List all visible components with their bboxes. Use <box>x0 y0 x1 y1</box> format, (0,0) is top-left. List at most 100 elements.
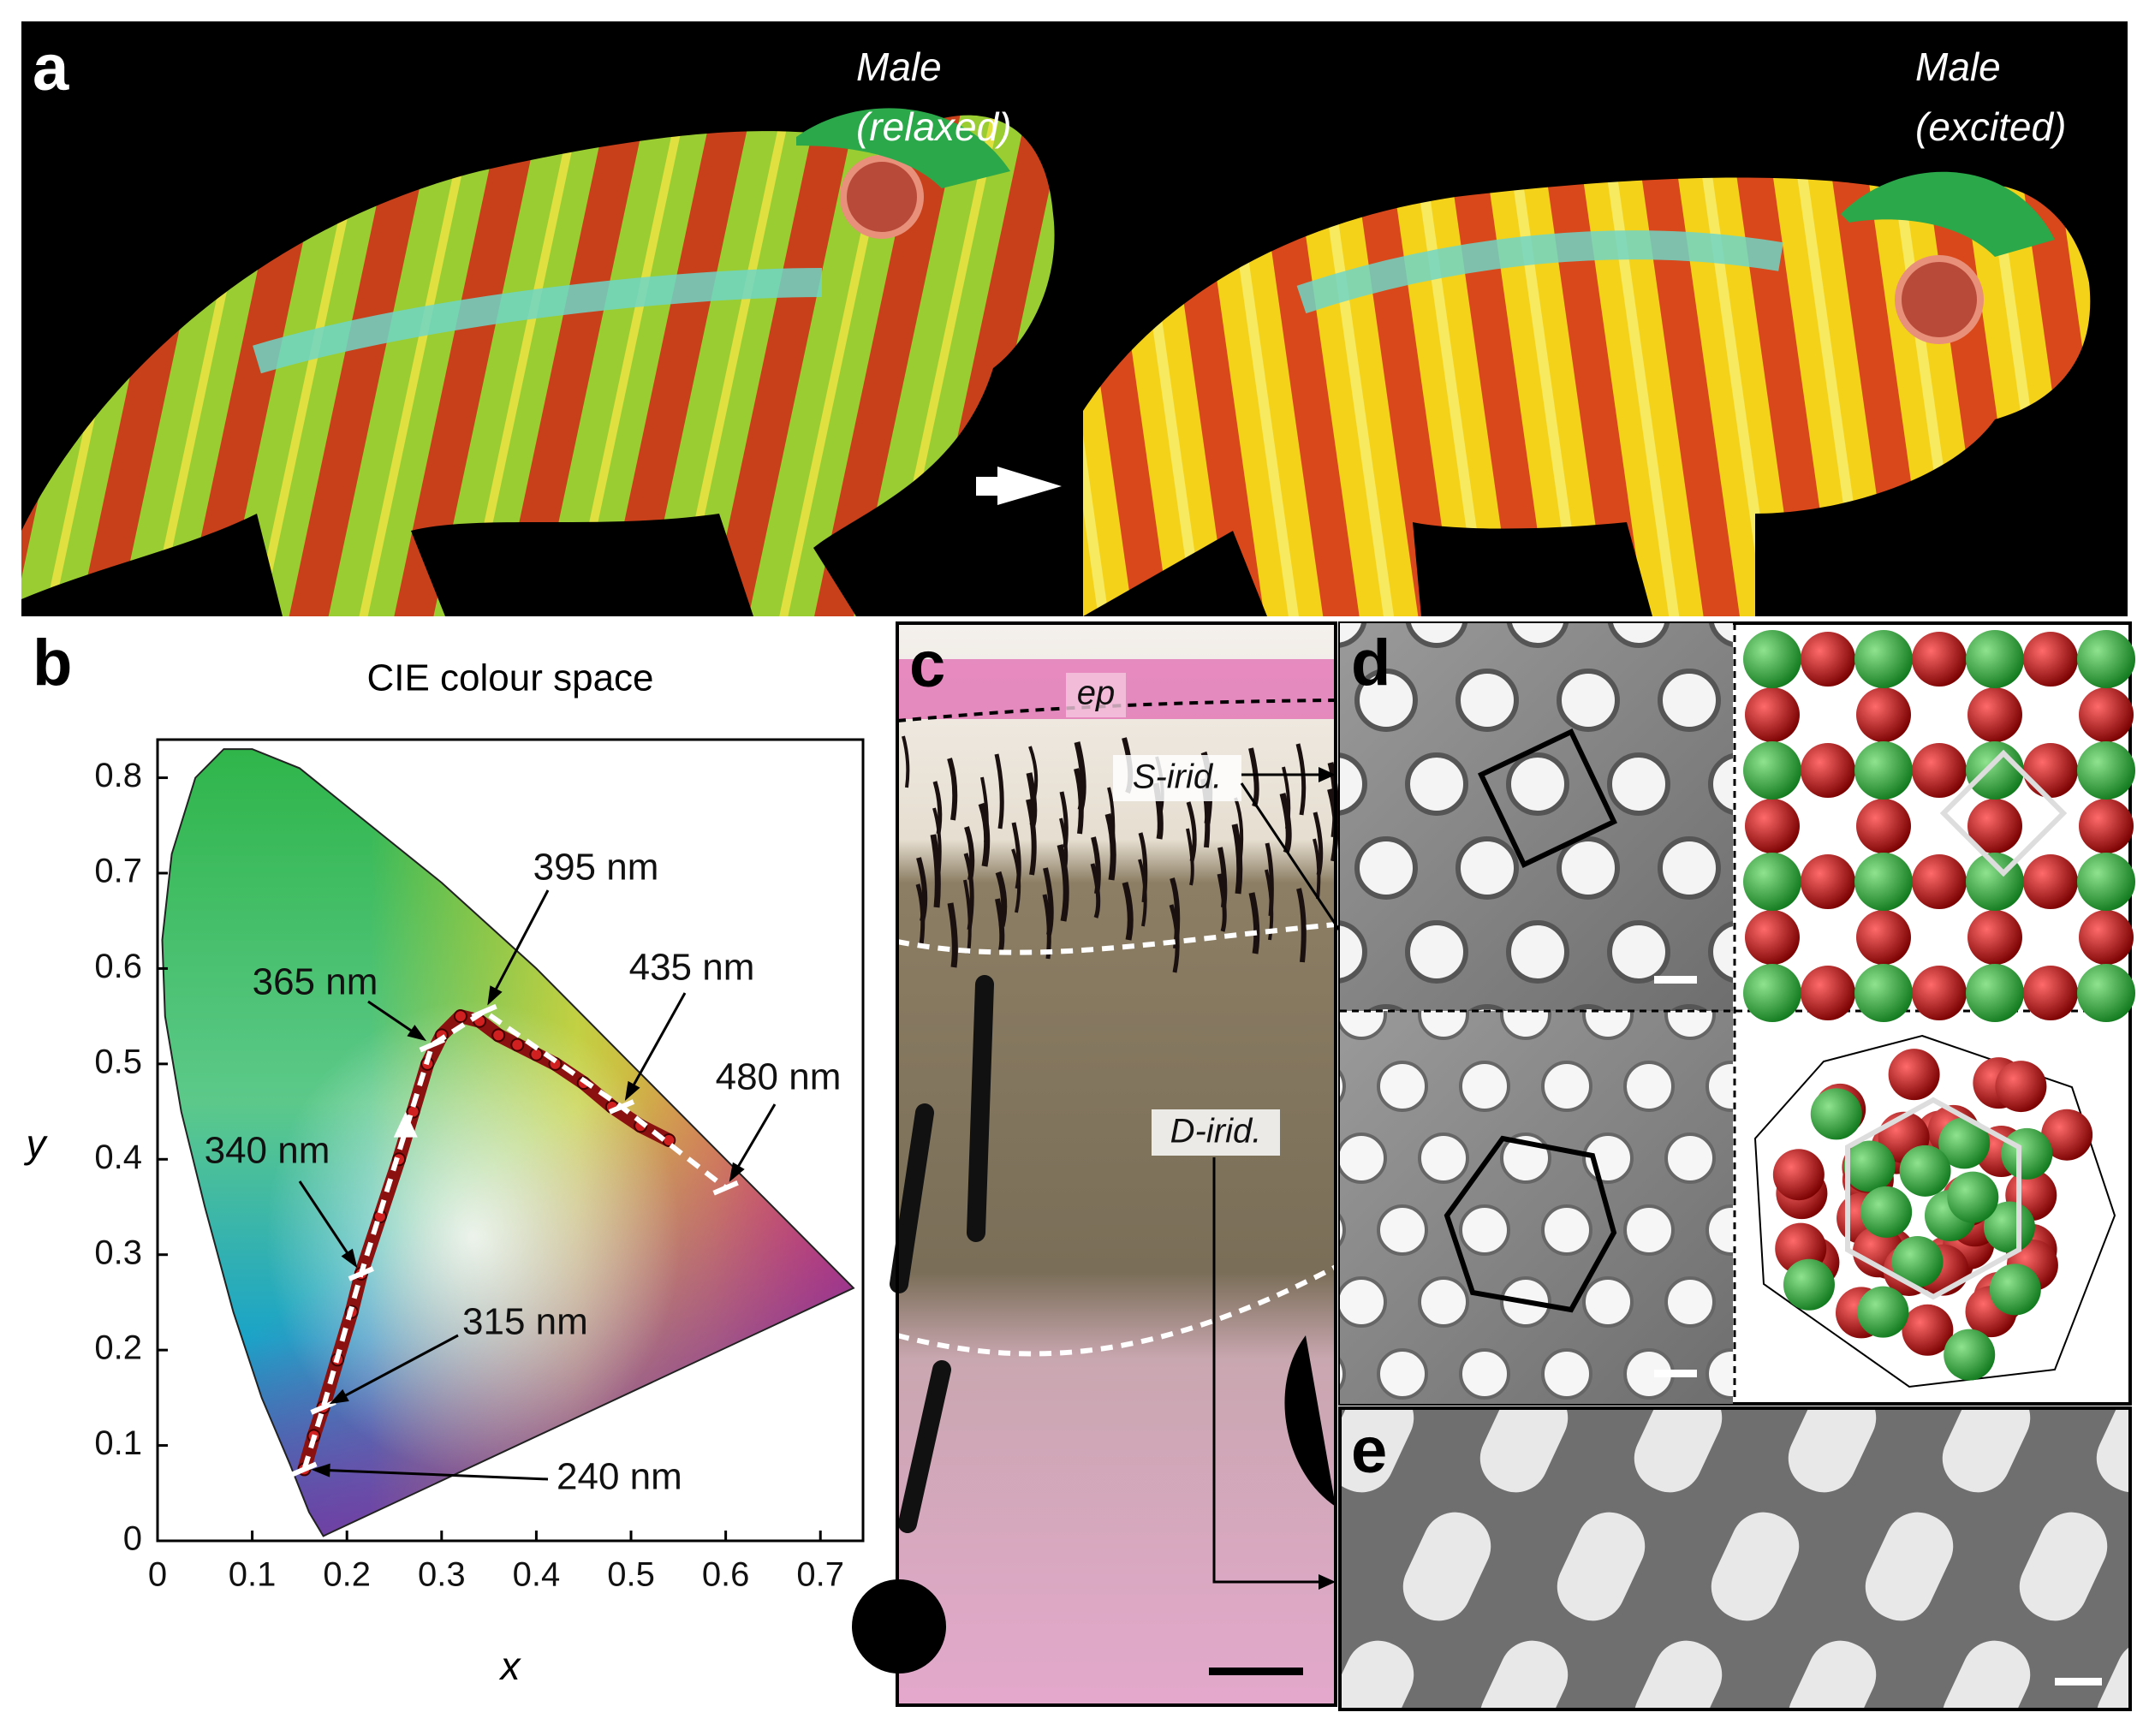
pigment-streak <box>1295 743 1307 816</box>
particle <box>1340 920 1367 984</box>
pigment-streak <box>947 902 958 968</box>
red-sphere <box>1902 1304 1954 1356</box>
wavelength-label: 240 nm <box>557 1456 682 1498</box>
particle <box>1607 623 1670 648</box>
pigment-streak <box>967 975 994 1242</box>
pigment-streak <box>930 834 941 908</box>
particle <box>1706 1348 1733 1400</box>
caption: Male <box>856 45 942 89</box>
particle <box>1582 1011 1634 1040</box>
green-sphere <box>2077 964 2135 1022</box>
wavelength-marker <box>608 1099 635 1115</box>
green-sphere <box>1989 1263 2041 1316</box>
plot-title: CIE colour space <box>366 657 653 699</box>
scale-bar <box>1209 1668 1303 1675</box>
label-box <box>1066 673 1126 717</box>
tem-image <box>1340 623 1733 1011</box>
red-sphere <box>2079 799 2134 853</box>
green-sphere <box>1854 630 1913 688</box>
trajectory-point <box>453 1009 467 1024</box>
particle <box>1658 836 1721 900</box>
label-arrow <box>298 1180 356 1265</box>
caption: (excited) <box>1915 104 2066 149</box>
panel-border <box>1338 1406 2132 1711</box>
particle <box>1455 836 1519 900</box>
pigment-streak <box>1296 888 1307 963</box>
green-sphere <box>1810 1088 1862 1140</box>
red-sphere <box>2023 854 2078 909</box>
particle <box>1340 623 1367 648</box>
label-arrowhead <box>341 1248 358 1269</box>
particle <box>1418 1011 1469 1040</box>
green-sphere <box>1966 741 2024 800</box>
green-sphere <box>2077 853 2135 911</box>
red-sphere <box>1912 854 1967 909</box>
red-sphere <box>1856 799 1911 853</box>
red-sphere <box>2079 910 2134 965</box>
spectral-locus <box>161 748 855 1537</box>
unit-cell-outline <box>1444 1135 1617 1313</box>
particle <box>1479 1408 1569 1493</box>
particle <box>1865 1512 1954 1621</box>
green-sphere <box>1783 1258 1835 1311</box>
lateral-stripe <box>253 268 823 374</box>
lattice-model <box>1753 1034 2116 1388</box>
particle <box>1506 752 1569 816</box>
particle <box>1942 1640 2031 1709</box>
particle <box>1354 836 1418 900</box>
pigment-streak <box>915 883 926 946</box>
red-sphere <box>1912 743 1967 798</box>
particle <box>1708 920 1733 984</box>
green-sphere <box>1938 1117 1991 1169</box>
particle <box>1607 752 1670 816</box>
caption: (relaxed) <box>856 104 1012 149</box>
pigment-streak <box>1169 904 1180 973</box>
label-arrowhead <box>329 1388 349 1405</box>
pigment-streak <box>1104 813 1116 881</box>
wavelength-marker <box>419 1037 445 1053</box>
pigment-streak <box>1231 823 1243 895</box>
particle <box>1377 1061 1428 1112</box>
casque <box>796 108 1010 188</box>
particle <box>1500 1011 1551 1040</box>
x-tick-label: 0.7 <box>796 1556 844 1594</box>
wavelength-label: 315 nm <box>462 1301 588 1343</box>
particle <box>1788 1640 1877 1709</box>
green-sphere <box>1899 1144 1951 1197</box>
label-arrow <box>488 889 550 1002</box>
pigment-streak <box>1057 844 1069 922</box>
green-sphere <box>1983 1201 2035 1253</box>
wavelength-marker <box>712 1180 739 1196</box>
wavelength-label: 365 nm <box>253 961 378 1003</box>
particle <box>1582 1276 1634 1328</box>
particle <box>1340 1408 1414 1493</box>
green-sphere <box>2001 1127 2053 1180</box>
y-axis-label: y <box>24 1121 49 1166</box>
layer-label: S-irid. <box>1133 758 1222 796</box>
wavelength-marker <box>291 1461 318 1477</box>
green-sphere <box>1891 1235 1944 1287</box>
particle <box>1557 1512 1646 1621</box>
x-tick-label: 0.5 <box>607 1556 655 1594</box>
label-box <box>1152 1109 1280 1156</box>
panel-label: a <box>33 32 69 104</box>
green-sphere <box>1857 1286 1909 1338</box>
particle <box>2019 1512 2108 1621</box>
red-sphere <box>1745 799 1800 853</box>
green-sphere <box>2077 630 2135 688</box>
particle <box>1340 1640 1414 1709</box>
y-tick-label: 0.3 <box>94 1234 142 1271</box>
pigment-streak <box>1074 768 1084 835</box>
red-sphere <box>1745 910 1800 965</box>
wavelength-label: 340 nm <box>205 1130 330 1172</box>
particle <box>1708 752 1733 816</box>
layer-label: D-irid. <box>1170 1113 1262 1150</box>
green-sphere <box>1854 741 1913 800</box>
tem-image <box>1340 1408 2130 1709</box>
red-sphere <box>1912 966 1967 1020</box>
wavelength-label: 480 nm <box>716 1056 842 1098</box>
red-sphere <box>2023 966 2078 1020</box>
red-sphere <box>1801 966 1855 1020</box>
red-sphere <box>1745 687 1800 742</box>
particle <box>1623 1204 1675 1256</box>
